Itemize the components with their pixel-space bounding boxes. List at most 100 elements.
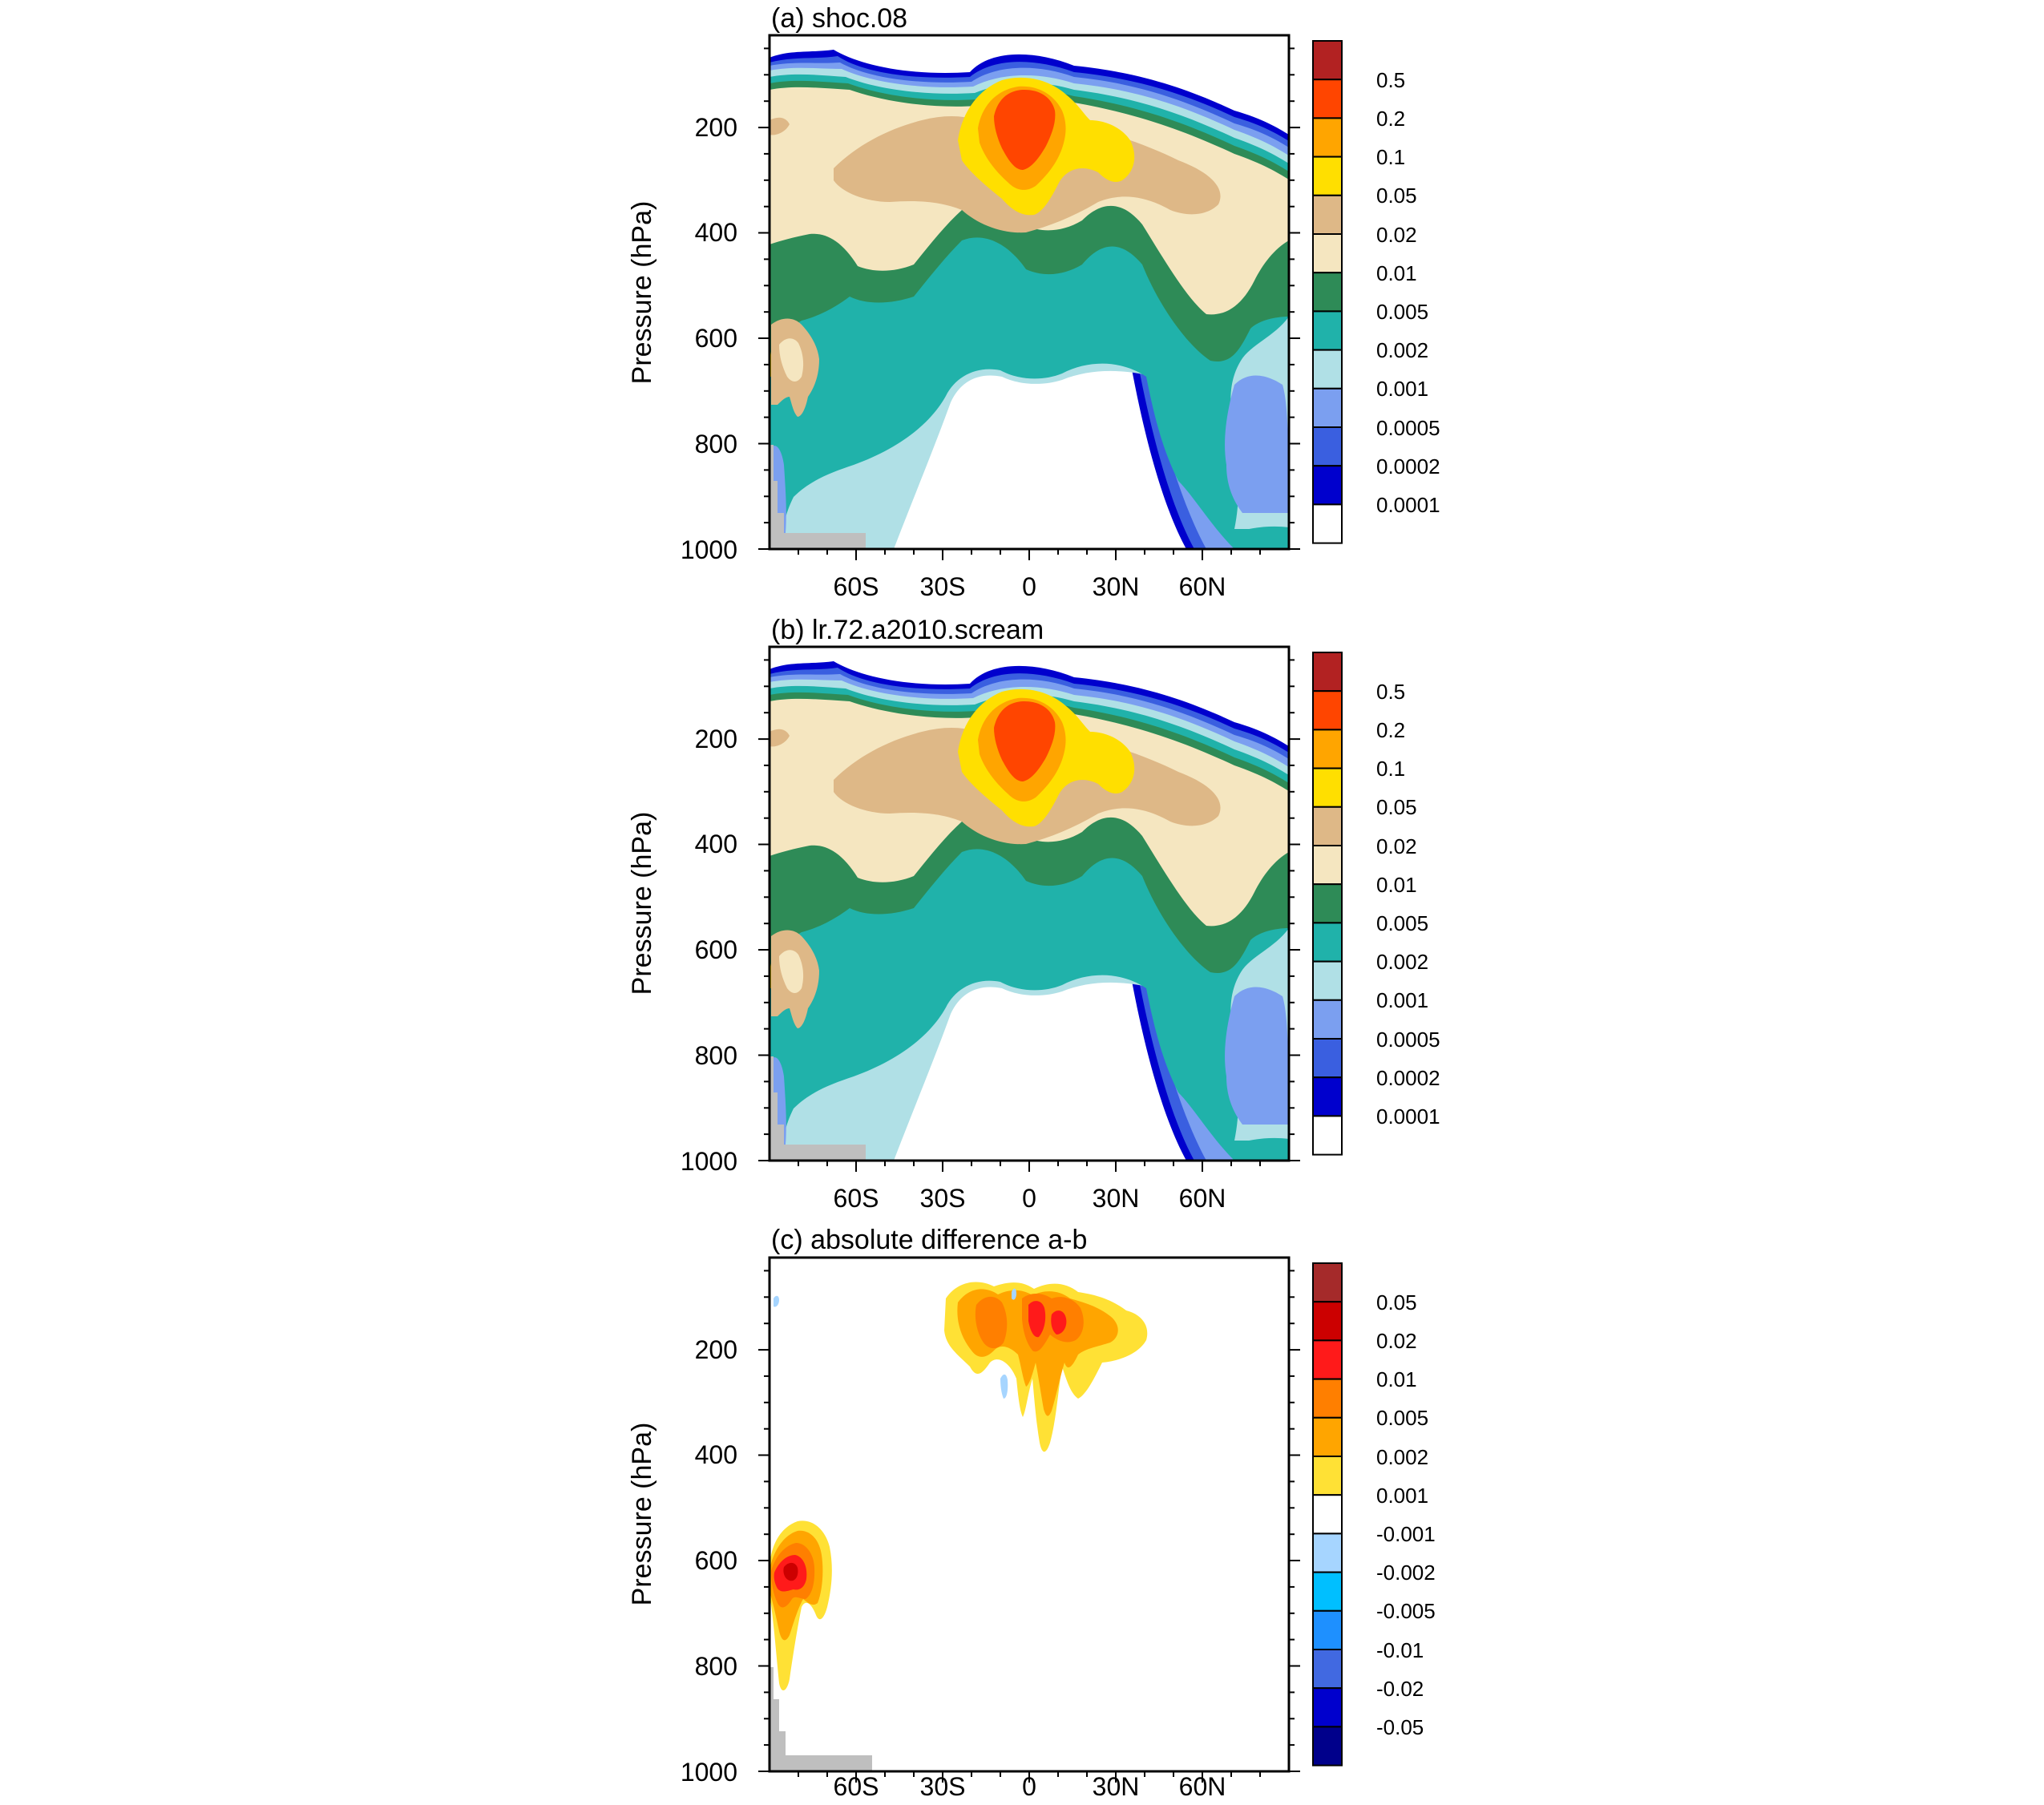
panel-c-cb-label-8: -0.005 <box>1376 1599 1436 1623</box>
panel-b-land <box>770 1056 866 1161</box>
panel-a-cb-label-5: 0.01 <box>1376 261 1417 285</box>
panel-a-cb-label-0: 0.5 <box>1376 68 1405 92</box>
panel-c-ytick-800: 800 <box>695 1652 737 1681</box>
panel-c-colorbar-box-2 <box>1312 1339 1343 1380</box>
panel-a-band-nh-lightblue <box>1225 375 1289 513</box>
panel-a-ytick-200: 200 <box>695 113 737 142</box>
panel-b-colorbar-box-5 <box>1312 845 1343 886</box>
panel-c-colorbar-labels: 0.05 0.02 0.01 0.005 0.002 0.001 -0.001 … <box>1376 1290 1436 1739</box>
panel-c-cb-label-7: -0.002 <box>1376 1561 1436 1585</box>
panel-b-cb-label-2: 0.1 <box>1376 757 1405 781</box>
panel-b-tick-marks <box>758 659 1300 1172</box>
panel-c-cb-label-11: -0.05 <box>1376 1715 1424 1739</box>
panel-b-xtick-60S: 60S <box>834 1184 879 1213</box>
panel-b-colorbar-box-12 <box>1312 1115 1343 1156</box>
panel-a-field <box>770 50 1289 549</box>
panel-a-colorbar-box-8 <box>1312 349 1343 390</box>
panel-c-colorbar-box-12 <box>1312 1726 1343 1767</box>
panel-b-ytick-200: 200 <box>695 725 737 753</box>
panel-b-cb-label-11: 0.0001 <box>1376 1104 1440 1129</box>
panel-b-colorbar-box-2 <box>1312 729 1343 769</box>
panel-a-band-0.5 <box>994 90 1056 170</box>
panel-a-land <box>770 445 866 549</box>
panel-b-ytick-600: 600 <box>695 935 737 964</box>
panel-b-colorbar-labels: 0.5 0.2 0.1 0.05 0.02 0.01 0.005 0.002 0… <box>1376 680 1440 1129</box>
panel-c-colorbar-boxes <box>1312 1262 1343 1767</box>
panel-c: (c) absolute difference a-b Pressure (hP… <box>627 1225 1436 1801</box>
panel-c-yticks: 200 400 600 800 1000 <box>681 1335 737 1787</box>
panel-a-colorbar-box-0 <box>1312 40 1343 81</box>
panel-b-cb-label-1: 0.2 <box>1376 718 1405 742</box>
panel-c-ytick-200: 200 <box>695 1335 737 1364</box>
panel-a-ytick-800: 800 <box>695 430 737 458</box>
panel-b-colorbar-box-3 <box>1312 767 1343 808</box>
panel-a-colorbar: 0.5 0.2 0.1 0.05 0.02 0.01 0.005 0.002 0… <box>1312 40 1440 544</box>
panel-a-xtick-30N: 30N <box>1093 572 1140 601</box>
panel-c-ytick-400: 400 <box>695 1440 737 1469</box>
panel-b-cb-label-10: 0.0002 <box>1376 1066 1440 1090</box>
panel-c-colorbar-box-5 <box>1312 1456 1343 1496</box>
panel-b-band-0.5 <box>994 701 1056 781</box>
panel-a-band-sh-highlat-2 <box>779 338 804 382</box>
panel-b-colorbar-box-7 <box>1312 922 1343 963</box>
panel-a-cb-label-2: 0.1 <box>1376 145 1405 169</box>
panel-a-xticks: 60S 30S 0 30N 60N <box>834 572 1226 601</box>
panel-b-xtick-0: 0 <box>1022 1184 1036 1213</box>
panel-b-colorbar-box-8 <box>1312 960 1343 1001</box>
panel-b-cb-label-9: 0.0005 <box>1376 1028 1440 1052</box>
panel-c-cb-label-5: 0.001 <box>1376 1484 1428 1508</box>
panel-b-ytick-1000: 1000 <box>681 1147 737 1176</box>
panel-a-ytick-400: 400 <box>695 218 737 247</box>
panel-b-band-nh-lightblue <box>1225 987 1289 1125</box>
panel-b-band-nh-teal <box>1234 1137 1289 1161</box>
panel-b-ylabel: Pressure (hPa) <box>627 812 657 995</box>
panel-b-xticks: 60S 30S 0 30N 60N <box>834 1184 1226 1213</box>
panel-c-land <box>770 1667 872 1771</box>
panel-b-cb-label-3: 0.05 <box>1376 795 1417 819</box>
panel-a-colorbar-box-11 <box>1312 465 1343 506</box>
panel-a-colorbar-labels: 0.5 0.2 0.1 0.05 0.02 0.01 0.005 0.002 0… <box>1376 68 1440 517</box>
panel-a-cb-label-9: 0.0005 <box>1376 416 1440 440</box>
panel-c-colorbar-box-8 <box>1312 1571 1343 1612</box>
panel-c-colorbar-box-3 <box>1312 1378 1343 1419</box>
panel-c-cb-label-0: 0.05 <box>1376 1290 1417 1314</box>
panel-b-cb-label-8: 0.001 <box>1376 988 1428 1012</box>
panel-b-colorbar-box-4 <box>1312 806 1343 846</box>
panel-b-colorbar-box-11 <box>1312 1076 1343 1117</box>
panel-b-cb-label-6: 0.005 <box>1376 911 1428 935</box>
panel-c-cb-label-1: 0.02 <box>1376 1329 1417 1353</box>
panel-c-ytick-1000: 1000 <box>681 1758 737 1787</box>
panel-c-field <box>770 1282 1148 1771</box>
panel-b-colorbar-box-0 <box>1312 652 1343 693</box>
panel-c-xtick-0: 0 <box>1022 1772 1036 1801</box>
panel-c-colorbar-box-0 <box>1312 1262 1343 1303</box>
panel-a-colorbar-box-9 <box>1312 387 1343 428</box>
panel-b-cb-label-7: 0.002 <box>1376 950 1428 974</box>
panel-c-colorbar-box-4 <box>1312 1416 1343 1458</box>
panel-b-colorbar: 0.5 0.2 0.1 0.05 0.02 0.01 0.005 0.002 0… <box>1312 652 1440 1156</box>
panel-c-tick-marks <box>758 1270 1300 1783</box>
panel-a-xtick-30S: 30S <box>920 572 966 601</box>
panel-c-ylabel: Pressure (hPa) <box>627 1423 657 1606</box>
panel-c-cb-label-4: 0.002 <box>1376 1445 1428 1469</box>
panel-a: (a) shoc.08 Pressure (hPa) 200 400 <box>627 3 1440 601</box>
panel-b-xtick-30S: 30S <box>920 1184 966 1213</box>
panel-c-colorbar: 0.05 0.02 0.01 0.005 0.002 0.001 -0.001 … <box>1312 1262 1436 1767</box>
panel-a-xtick-0: 0 <box>1022 572 1036 601</box>
panel-c-colorbar-box-6 <box>1312 1494 1343 1535</box>
panel-c-colorbar-box-7 <box>1312 1532 1343 1573</box>
panel-a-colorbar-box-5 <box>1312 233 1343 274</box>
panel-a-ylabel: Pressure (hPa) <box>627 201 657 385</box>
panel-a-colorbar-box-10 <box>1312 426 1343 467</box>
panel-b-colorbar-box-9 <box>1312 999 1343 1040</box>
panel-a-xtick-60N: 60N <box>1179 572 1226 601</box>
panel-c-ytick-600: 600 <box>695 1546 737 1575</box>
panel-a-ytick-1000: 1000 <box>681 535 737 564</box>
panel-b-cb-label-0: 0.5 <box>1376 680 1405 704</box>
panel-c-band-sh-0.02 <box>783 1562 798 1581</box>
panel-a-colorbar-box-6 <box>1312 272 1343 313</box>
panel-b-ytick-800: 800 <box>695 1041 737 1070</box>
panel-a-yticks: 200 400 600 800 1000 <box>681 113 737 564</box>
panel-b-ytick-400: 400 <box>695 830 737 858</box>
